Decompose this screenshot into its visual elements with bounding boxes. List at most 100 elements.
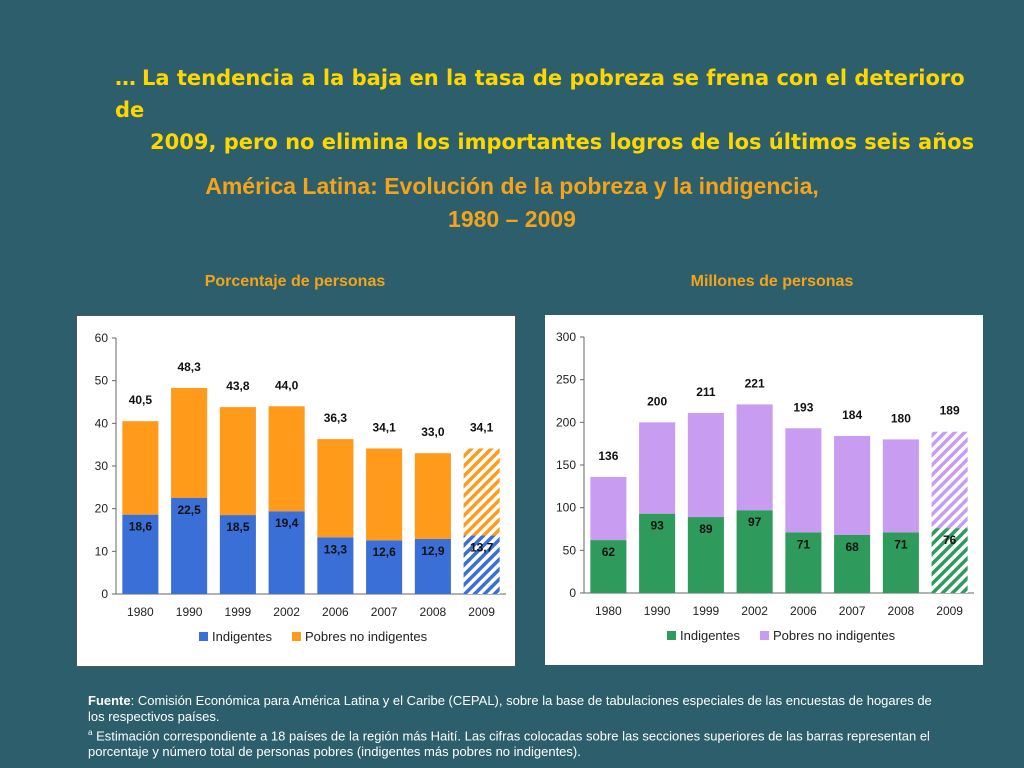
bar-indigentes-1980	[122, 514, 159, 594]
data-label-indigentes: 71	[894, 537, 908, 551]
bar-pobres-no-indigentes-2002	[268, 406, 305, 512]
data-label-total: 180	[891, 411, 911, 425]
bar-pobres-no-indigentes-2007	[834, 435, 871, 535]
data-label-total: 211	[696, 385, 716, 399]
footnote-source-text: : Comisión Económica para América Latina…	[88, 693, 932, 724]
bar-pobres-no-indigentes-2006	[317, 439, 354, 538]
y-tick-label: 50	[95, 374, 109, 388]
footnote-note-marker: a	[88, 728, 93, 737]
legend-label-pobres-no-indigentes: Pobres no indigentes	[305, 629, 428, 644]
data-label-indigentes: 19,4	[275, 516, 299, 530]
percent-chart-subtitle: Porcentaje de personas	[204, 273, 386, 290]
bar-indigentes-2009	[931, 528, 968, 593]
y-tick-label: 200	[556, 415, 576, 429]
millions-chart-panel: 0 50 100 150 200 250 300 62 136 1980 93 200 1990 89 21…	[545, 315, 983, 665]
x-tick-label: 2009	[468, 605, 495, 619]
x-tick-label: 1980	[595, 604, 622, 618]
data-label-total: 48,3	[177, 360, 201, 374]
data-label-total: 44,0	[275, 378, 299, 392]
footnote-note-text: Estimación correspondiente a 18 países d…	[88, 728, 930, 760]
data-label-indigentes: 22,5	[177, 503, 201, 517]
y-tick-label: 50	[563, 543, 577, 557]
data-label-total: 200	[647, 394, 667, 408]
millions-chart: 0 50 100 150 200 250 300 62 136 1980 93 200 1990 89 21…	[556, 330, 974, 643]
data-label-total: 43,8	[226, 379, 250, 393]
data-label-indigentes: 68	[845, 540, 859, 554]
x-tick-label: 1999	[225, 605, 252, 619]
title-line-2: 2009, pero no elimina los importantes lo…	[150, 130, 975, 154]
x-tick-label: 2006	[322, 605, 349, 619]
y-tick-label: 30	[95, 459, 109, 473]
bar-pobres-no-indigentes-1980	[590, 476, 627, 541]
bar-pobres-no-indigentes-2009	[931, 431, 968, 529]
footnote-source-label: Fuente	[88, 693, 131, 708]
chart-title: América Latina: Evolución de la pobreza …	[0, 170, 1024, 236]
data-label-indigentes: 76	[943, 533, 957, 547]
bar-pobres-no-indigentes-2009	[463, 448, 500, 536]
data-label-indigentes: 97	[748, 515, 762, 529]
legend-swatch-pobres-no-indigentes	[292, 632, 301, 641]
y-tick-label: 250	[556, 373, 576, 387]
data-label-indigentes: 18,6	[129, 520, 153, 534]
x-tick-label: 2007	[839, 604, 866, 618]
bar-indigentes-2002	[268, 511, 305, 594]
legend-label-indigentes: Indigentes	[212, 629, 272, 644]
data-label-indigentes: 71	[797, 537, 811, 551]
x-tick-label: 2002	[273, 605, 300, 619]
data-label-indigentes: 18,5	[226, 520, 250, 534]
bar-indigentes-2006	[785, 532, 822, 593]
bar-pobres-no-indigentes-1990	[639, 422, 676, 514]
footnote: Fuente: Comisión Económica para América …	[88, 693, 948, 760]
legend-swatch-indigentes	[667, 631, 676, 640]
slide-title: … La tendencia a la baja en la tasa de po…	[115, 62, 995, 158]
data-label-indigentes: 12,9	[421, 544, 445, 558]
data-label-indigentes: 13,7	[470, 541, 494, 555]
bar-pobres-no-indigentes-1999	[687, 412, 724, 518]
y-tick-label: 40	[95, 416, 109, 430]
legend-swatch-indigentes	[199, 632, 208, 641]
bar-indigentes-2008	[882, 532, 919, 593]
x-tick-label: 1980	[127, 605, 154, 619]
y-tick-label: 100	[556, 501, 576, 515]
data-label-total: 221	[745, 376, 765, 390]
title-line-1: La tendencia a la baja en la tasa de pob…	[115, 66, 965, 122]
x-tick-label: 1990	[176, 605, 203, 619]
bar-pobres-no-indigentes-1999	[219, 407, 256, 516]
data-label-total: 40,5	[129, 393, 153, 407]
y-tick-label: 0	[569, 586, 576, 600]
bar-indigentes-1990	[171, 498, 208, 594]
data-label-indigentes: 12,6	[372, 545, 396, 559]
x-tick-label: 2009	[936, 604, 963, 618]
x-tick-label: 2008	[420, 605, 447, 619]
chart-title-line-2: 1980 – 2009	[448, 206, 576, 232]
bar-indigentes-2008	[414, 538, 451, 594]
bar-indigentes-1999	[219, 515, 256, 594]
bar-indigentes-1990	[639, 513, 676, 593]
x-tick-label: 1990	[644, 604, 671, 618]
data-label-indigentes: 62	[602, 545, 616, 559]
bar-indigentes-2002	[736, 510, 773, 593]
chart-title-line-1: América Latina: Evolución de la pobreza …	[205, 173, 819, 199]
data-label-indigentes: 93	[650, 519, 664, 533]
y-tick-label: 150	[556, 458, 576, 472]
y-tick-label: 0	[101, 587, 108, 601]
data-label-indigentes: 13,3	[324, 542, 348, 556]
y-tick-label: 20	[95, 502, 109, 516]
data-label-total: 136	[598, 449, 618, 463]
y-tick-label: 60	[95, 331, 109, 345]
x-tick-label: 2008	[888, 604, 915, 618]
bar-indigentes-2006	[317, 537, 354, 594]
bar-pobres-no-indigentes-2007	[366, 448, 403, 541]
bar-pobres-no-indigentes-2002	[736, 404, 773, 511]
bar-pobres-no-indigentes-2008	[882, 439, 919, 533]
bar-pobres-no-indigentes-1990	[171, 387, 208, 498]
footnote-source: Fuente: Comisión Económica para América …	[88, 693, 948, 725]
x-tick-label: 2002	[741, 604, 768, 618]
bar-pobres-no-indigentes-2006	[785, 428, 822, 533]
bar-pobres-no-indigentes-1980	[122, 421, 159, 515]
x-tick-label: 2007	[371, 605, 398, 619]
footnote-note: a Estimación correspondiente a 18 países…	[88, 725, 948, 760]
legend-swatch-pobres-no-indigentes	[760, 631, 769, 640]
data-label-total: 34,1	[372, 421, 396, 435]
bar-indigentes-2009	[463, 535, 500, 594]
